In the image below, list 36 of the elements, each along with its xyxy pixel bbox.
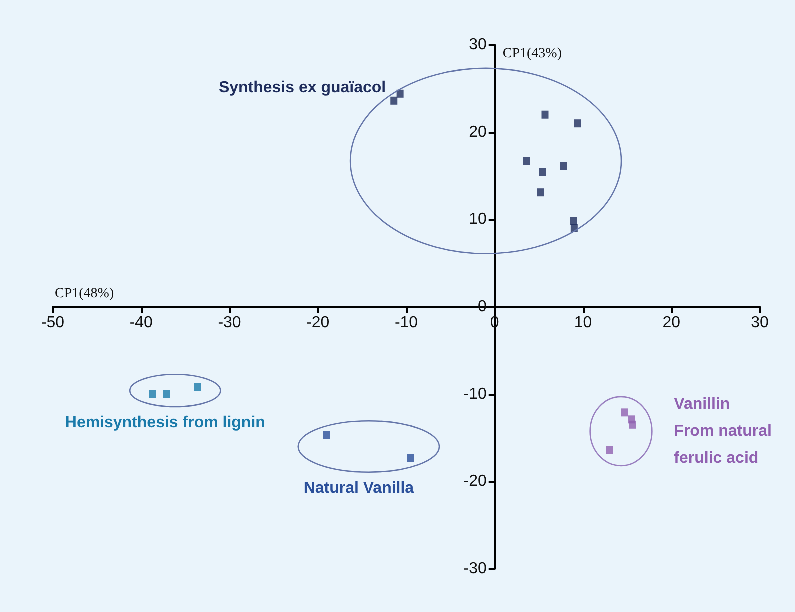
point [323, 431, 330, 440]
point [537, 188, 544, 197]
y-tick-label: 10 [469, 211, 487, 228]
x-tick-label: 30 [751, 314, 769, 332]
x-tick-label: -10 [394, 314, 418, 332]
series-label: Natural Vanilla [304, 480, 414, 497]
point [606, 446, 614, 454]
point [149, 390, 156, 398]
point [621, 408, 628, 417]
y-tick-label: 20 [469, 124, 487, 141]
point [539, 168, 546, 177]
y-tick-label: 30 [469, 36, 487, 54]
x-tick-label: 10 [574, 314, 592, 332]
point [574, 120, 582, 128]
y-tick-label: -10 [464, 386, 487, 403]
point [194, 383, 202, 392]
point [164, 390, 171, 398]
series-label: Synthesis ex guaïacol [218, 79, 386, 96]
point [390, 96, 398, 105]
x-tick-label: -30 [218, 314, 242, 332]
point [396, 90, 404, 98]
series-label: Hemisynthesis from lignin [65, 414, 266, 432]
text: Vanillin From natural ferulic acid [674, 396, 772, 467]
point [407, 454, 414, 462]
y-tick-label: -30 [464, 560, 487, 578]
x-axis-title: CP1(48%) [55, 286, 114, 302]
x-tick-label: -40 [130, 314, 154, 332]
x-tick-label: -50 [41, 314, 65, 332]
point [629, 420, 636, 429]
point [523, 157, 530, 166]
x-tick-label: 20 [662, 314, 681, 332]
y-axis-title: CP1(43%) [502, 46, 562, 62]
point [560, 162, 568, 170]
point [542, 110, 549, 119]
x-tick-label: -20 [306, 314, 330, 332]
y-tick-label: -20 [464, 473, 487, 490]
